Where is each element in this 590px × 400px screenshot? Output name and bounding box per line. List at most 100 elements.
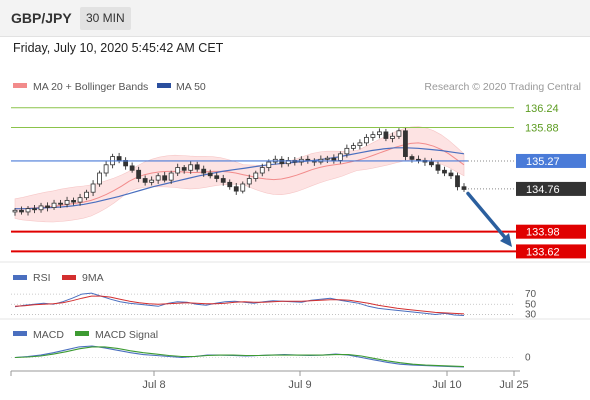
rsi-level-label: 70 (525, 289, 537, 300)
price-panel (12, 126, 467, 223)
rsi-level-label: 30 (525, 309, 537, 320)
main-legend: MA 20 + Bollinger Bands MA 50 Research ©… (13, 81, 581, 93)
candle-down (45, 205, 50, 208)
candle-up (25, 208, 31, 213)
forecast-arrow-shaft (466, 191, 510, 243)
macd-panel: 0 (11, 345, 531, 368)
rsi-legend-swatch (13, 275, 27, 280)
candle-up (377, 131, 382, 136)
candle-up (246, 178, 252, 185)
candle-down (181, 167, 187, 171)
candle-up (240, 183, 246, 192)
last-price-tag (516, 181, 586, 196)
x-axis-tick-label: Jul 9 (288, 379, 311, 391)
candle-down (448, 172, 454, 177)
x-axis-tick-label: Jul 25 (499, 379, 528, 391)
candle-down (416, 158, 421, 161)
support-price-label: 133.62 (526, 246, 560, 258)
candle-up (103, 164, 109, 174)
candle-down (71, 200, 76, 203)
signal-line (14, 346, 465, 368)
candle-down (214, 175, 220, 179)
candle-up (84, 191, 89, 199)
candle-down (220, 178, 226, 183)
candle-up (188, 164, 194, 171)
candle-up (175, 167, 181, 174)
ma9-legend-swatch (62, 275, 76, 280)
candle-up (396, 130, 402, 137)
resistance-label: 135.88 (525, 123, 559, 135)
ma20-line (15, 142, 465, 210)
candle-down (207, 172, 213, 177)
candle-down (194, 164, 200, 170)
candle-down (116, 156, 122, 161)
ma50-legend-label: MA 50 (176, 81, 206, 93)
candle-down (403, 130, 408, 157)
ma9-legend-label: 9MA (82, 272, 104, 284)
candle-down (233, 186, 239, 192)
candle-down (142, 178, 148, 183)
macd-legend-label: MACD (33, 329, 64, 341)
macd-line (14, 345, 465, 368)
candle-up (64, 200, 70, 205)
macd-level-label: 0 (525, 352, 531, 363)
candle-down (201, 168, 207, 174)
candle-up (266, 161, 272, 168)
candle-down (442, 169, 447, 174)
support-price-label: 133.98 (526, 227, 560, 239)
macd-signal-legend-swatch (75, 331, 89, 336)
candle-down (383, 131, 389, 139)
timeframe-button[interactable]: 30 MIN (80, 7, 131, 30)
support-price-tag (516, 244, 586, 259)
candle-up (12, 209, 18, 213)
candle-down (331, 157, 337, 161)
pivot-price-tag (516, 153, 586, 168)
chart-header: GBP/JPY 30 MIN (0, 0, 590, 37)
candle-up (370, 134, 376, 138)
macd-legend-swatch (13, 331, 27, 336)
support-price-tag (516, 224, 586, 239)
candle-up (90, 183, 96, 193)
resistance-label: 136.24 (525, 103, 559, 115)
candle-down (162, 175, 168, 181)
ma20-legend-swatch (13, 83, 27, 88)
candle-up (97, 172, 102, 185)
candle-down (58, 202, 63, 205)
candle-up (51, 202, 57, 208)
currency-pair-title: GBP/JPY (11, 10, 72, 26)
candle-up (253, 172, 259, 179)
candle-down (136, 169, 142, 179)
candle-up (344, 147, 350, 155)
candle-down (429, 161, 434, 166)
rsi-legend-label: RSI (33, 272, 51, 284)
candle-up (149, 179, 155, 183)
candle-up (337, 153, 343, 161)
candle-down (129, 165, 135, 171)
candle-up (168, 172, 174, 181)
rsi-level-label: 50 (525, 299, 537, 310)
candle-up (38, 205, 44, 211)
candle-up (324, 157, 330, 160)
ma50-line (15, 147, 465, 210)
ma9-line (14, 295, 465, 315)
x-axis: Jul 8 Jul 9 Jul 10 Jul 25 (10, 371, 529, 391)
forecast-arrow-head (500, 233, 512, 248)
candle-down (19, 209, 24, 213)
ma20-legend-label: MA 20 + Bollinger Bands (33, 81, 148, 93)
candle-up (155, 175, 161, 181)
copyright-label: Research © 2020 Trading Central (424, 81, 581, 93)
candle-up (363, 136, 369, 144)
candle-down (32, 208, 37, 211)
rsi-legend: RSI 9MA (13, 272, 104, 284)
candle-down (455, 175, 460, 188)
candle-up (390, 135, 395, 139)
macd-legend: MACD MACD Signal (13, 329, 158, 341)
candle-down (227, 181, 233, 188)
candle-down (409, 156, 415, 160)
price-levels: 136.24 135.88 135.27 134.76 133.98 133.62 (11, 103, 586, 259)
x-axis-tick-label: Jul 8 (142, 379, 165, 391)
candle-up (77, 197, 83, 203)
macd-signal-legend-label: MACD Signal (95, 329, 158, 341)
candle-down (461, 186, 467, 190)
